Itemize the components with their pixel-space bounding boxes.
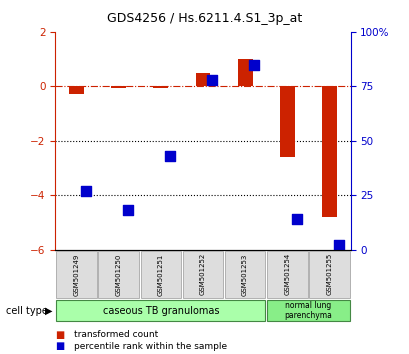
Text: GSM501255: GSM501255 — [326, 253, 332, 296]
Text: ■: ■ — [55, 341, 65, 351]
Text: GSM501253: GSM501253 — [242, 253, 247, 296]
Bar — [153, 86, 168, 88]
Bar — [321, 86, 336, 217]
Text: ■: ■ — [55, 330, 65, 339]
Point — [82, 188, 89, 194]
Point — [124, 207, 131, 213]
Bar — [279, 86, 294, 157]
FancyBboxPatch shape — [140, 251, 181, 298]
FancyBboxPatch shape — [56, 251, 97, 298]
Point — [335, 242, 341, 248]
FancyBboxPatch shape — [266, 251, 307, 298]
Text: GSM501250: GSM501250 — [115, 253, 121, 296]
Text: GSM501251: GSM501251 — [157, 253, 163, 296]
Text: GSM501254: GSM501254 — [283, 253, 290, 296]
Text: percentile rank within the sample: percentile rank within the sample — [74, 342, 226, 351]
Point — [250, 62, 257, 67]
Text: GSM501249: GSM501249 — [73, 253, 79, 296]
Point — [209, 77, 215, 82]
Text: GDS4256 / Hs.6211.4.S1_3p_at: GDS4256 / Hs.6211.4.S1_3p_at — [107, 12, 302, 25]
Point — [292, 216, 299, 222]
Text: GSM501252: GSM501252 — [200, 253, 205, 296]
Bar — [111, 86, 126, 88]
Text: ▶: ▶ — [45, 306, 52, 316]
Text: transformed count: transformed count — [74, 330, 157, 339]
FancyBboxPatch shape — [56, 300, 265, 321]
Text: normal lung
parenchyma: normal lung parenchyma — [284, 301, 332, 320]
Bar — [69, 86, 83, 95]
FancyBboxPatch shape — [224, 251, 265, 298]
Text: caseous TB granulomas: caseous TB granulomas — [102, 306, 218, 316]
FancyBboxPatch shape — [308, 251, 349, 298]
FancyBboxPatch shape — [182, 251, 222, 298]
FancyBboxPatch shape — [266, 300, 349, 321]
Bar — [195, 73, 210, 86]
Text: cell type: cell type — [6, 306, 48, 316]
Point — [166, 153, 173, 159]
Bar — [237, 59, 252, 86]
FancyBboxPatch shape — [98, 251, 139, 298]
